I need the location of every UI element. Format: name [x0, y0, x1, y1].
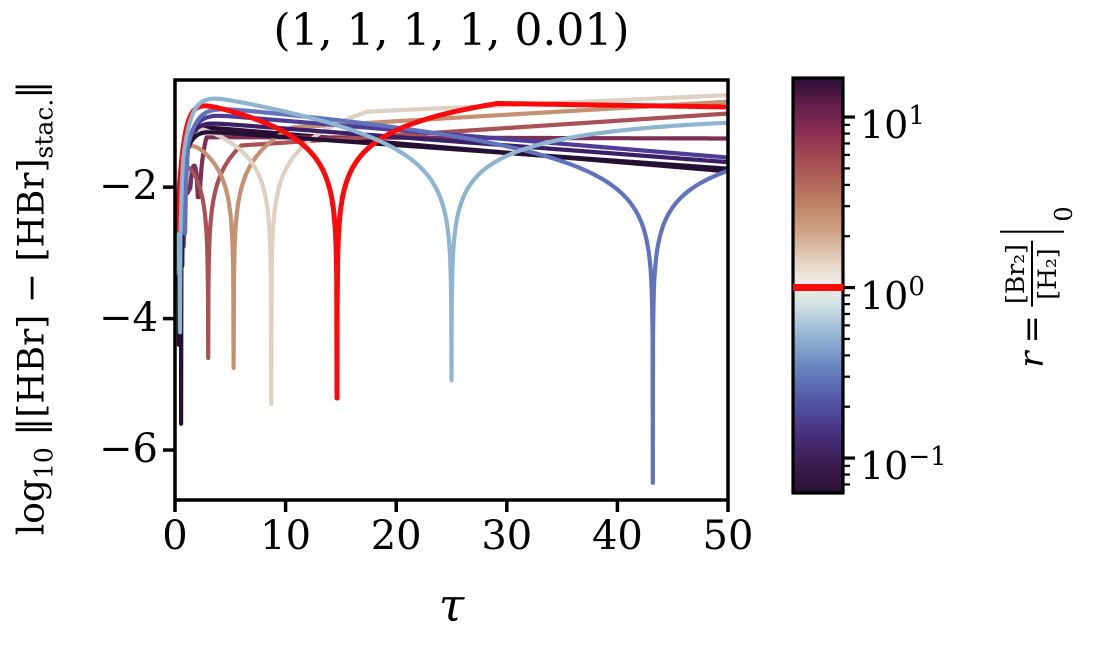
colorbar-label-numerator: [Br₂] — [1001, 241, 1033, 307]
y-tick-label: −6 — [99, 426, 158, 473]
colorbar-label: r = [Br₂] [H₂] 0 — [1000, 206, 1078, 368]
colorbar-label-eq: = — [1012, 314, 1052, 344]
evaluation-bar — [1000, 230, 1064, 234]
colorbar-label-fraction: [Br₂] [H₂] — [1001, 241, 1062, 307]
x-tick-label: 0 — [162, 513, 188, 559]
curves — [175, 92, 728, 485]
curve-r10-0.48 — [175, 107, 728, 485]
curve-r10-1.2 — [175, 130, 728, 426]
colorbar-tick-label: 101 — [860, 101, 925, 148]
x-tick-label: 30 — [481, 513, 533, 559]
curve-r10-0.24 — [175, 96, 728, 383]
colorbar — [791, 76, 855, 495]
y-tick-label: −2 — [99, 163, 158, 210]
curve-r10-0.96 — [175, 121, 728, 277]
colorbar-label-denominator: [H₂] — [1033, 248, 1062, 300]
x-tick-label: 20 — [370, 513, 422, 559]
x-tick-label: 40 — [591, 513, 643, 559]
x-axis-label: τ — [438, 578, 465, 632]
curve-r100.24 — [175, 92, 728, 407]
axes-spines — [163, 78, 730, 512]
colorbar-label-sub0: 0 — [1050, 206, 1078, 222]
x-tick-label: 10 — [260, 513, 312, 559]
colorbar-label-r: r — [1012, 351, 1052, 368]
x-tick-label: 50 — [702, 513, 754, 559]
plot-title: (1, 1, 1, 1, 0.01) — [273, 5, 630, 56]
colorbar-tick-label: 100 — [860, 271, 925, 318]
curve-r100highlighted — [175, 101, 728, 401]
colorbar-tick-label: 10−1 — [860, 442, 947, 489]
y-tick-label: −4 — [99, 294, 158, 341]
